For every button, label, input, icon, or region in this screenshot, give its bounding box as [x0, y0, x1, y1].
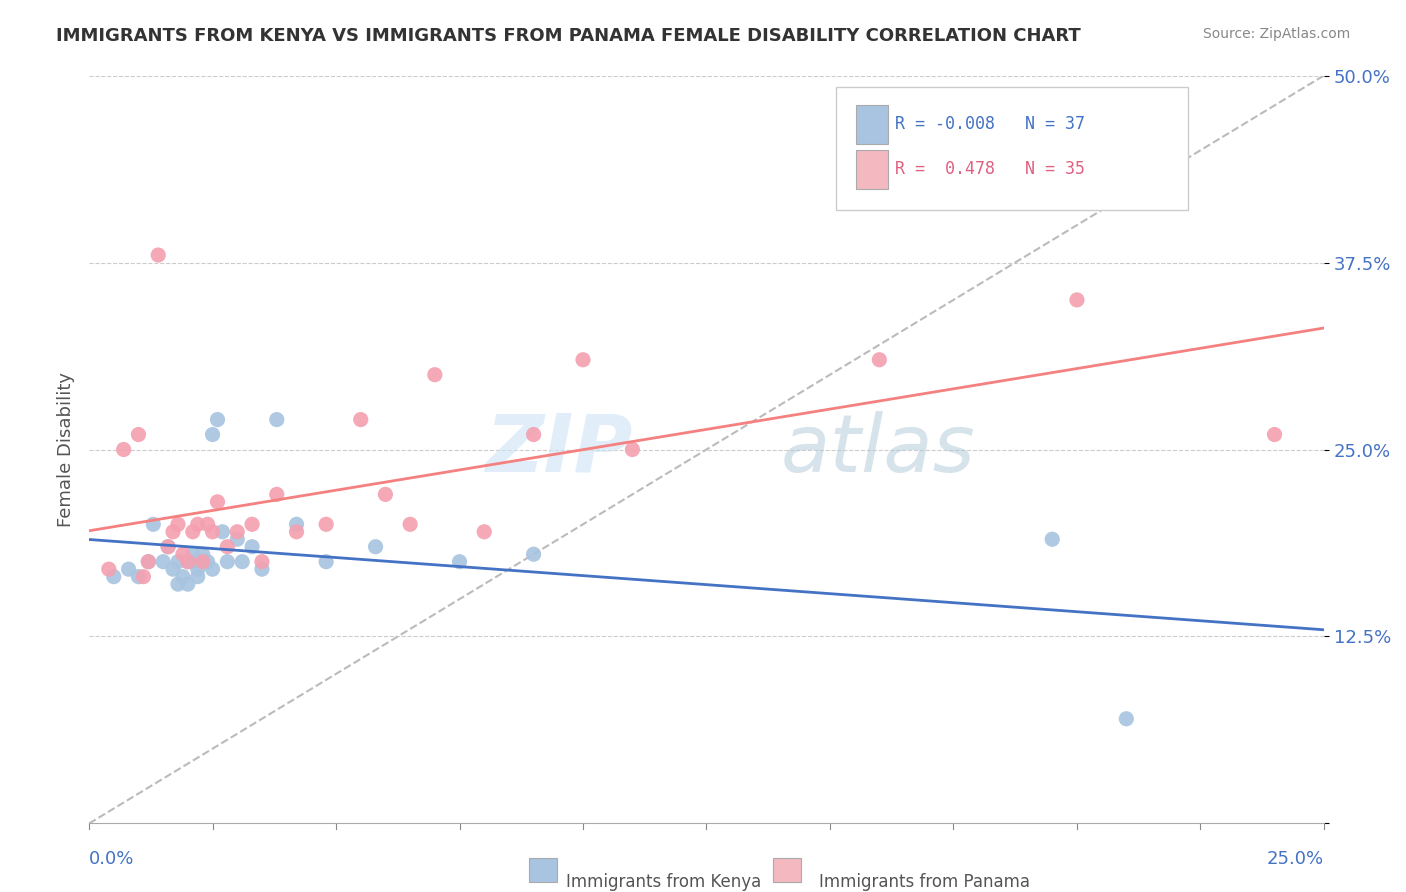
Text: R = -0.008   N = 37: R = -0.008 N = 37 — [896, 115, 1085, 133]
Point — [187, 569, 209, 583]
Point — [197, 517, 219, 532]
Y-axis label: Female Disability: Female Disability — [58, 372, 75, 527]
Point — [399, 517, 422, 532]
Point — [207, 412, 229, 426]
Point — [1040, 533, 1063, 547]
Text: IMMIGRANTS FROM KENYA VS IMMIGRANTS FROM PANAMA FEMALE DISABILITY CORRELATION CH: IMMIGRANTS FROM KENYA VS IMMIGRANTS FROM… — [56, 27, 1081, 45]
Point — [231, 555, 253, 569]
FancyBboxPatch shape — [837, 87, 1188, 211]
Point — [157, 540, 180, 554]
Point — [191, 547, 214, 561]
Point — [191, 555, 214, 569]
Point — [449, 555, 471, 569]
Point — [266, 487, 288, 501]
Point — [167, 517, 190, 532]
Point — [97, 562, 120, 576]
Point — [172, 569, 194, 583]
Point — [572, 352, 595, 367]
Point — [1066, 293, 1088, 307]
Point — [191, 555, 214, 569]
Point — [350, 412, 373, 426]
Point — [250, 562, 273, 576]
Point — [364, 540, 387, 554]
Point — [138, 555, 160, 569]
Point — [187, 562, 209, 576]
Text: 0.0%: 0.0% — [89, 850, 135, 868]
Point — [177, 577, 200, 591]
Text: ZIP: ZIP — [485, 410, 633, 489]
Point — [1263, 427, 1285, 442]
Point — [103, 569, 125, 583]
Point — [197, 555, 219, 569]
Point — [285, 524, 308, 539]
Point — [523, 427, 546, 442]
Point — [423, 368, 446, 382]
FancyBboxPatch shape — [856, 151, 889, 189]
Point — [211, 524, 233, 539]
Point — [181, 547, 204, 561]
Point — [217, 555, 239, 569]
Text: Immigrants from Kenya: Immigrants from Kenya — [565, 872, 761, 890]
Point — [127, 427, 149, 442]
Point — [240, 540, 263, 554]
Point — [181, 555, 204, 569]
Point — [142, 517, 165, 532]
Point — [266, 412, 288, 426]
Point — [201, 562, 224, 576]
Point — [167, 555, 190, 569]
Point — [285, 517, 308, 532]
Text: R =  0.478   N = 35: R = 0.478 N = 35 — [896, 160, 1085, 178]
Point — [152, 555, 174, 569]
Point — [315, 517, 337, 532]
Point — [315, 555, 337, 569]
Point — [177, 555, 200, 569]
FancyBboxPatch shape — [856, 105, 889, 145]
Point — [472, 524, 495, 539]
Text: Source: ZipAtlas.com: Source: ZipAtlas.com — [1202, 27, 1350, 41]
Point — [523, 547, 546, 561]
Point — [217, 540, 239, 554]
Point — [226, 524, 249, 539]
Point — [157, 540, 180, 554]
Point — [250, 555, 273, 569]
Text: Immigrants from Panama: Immigrants from Panama — [818, 872, 1031, 890]
Point — [162, 562, 184, 576]
Text: atlas: atlas — [780, 410, 976, 489]
Point — [127, 569, 149, 583]
Point — [112, 442, 135, 457]
Point — [868, 352, 890, 367]
Point — [207, 495, 229, 509]
Point — [132, 569, 155, 583]
Point — [621, 442, 644, 457]
Point — [138, 555, 160, 569]
Text: 25.0%: 25.0% — [1267, 850, 1324, 868]
Point — [177, 555, 200, 569]
Point — [172, 547, 194, 561]
Point — [240, 517, 263, 532]
Point — [374, 487, 396, 501]
Point — [1115, 712, 1137, 726]
Point — [167, 577, 190, 591]
Point — [148, 248, 170, 262]
Point — [181, 524, 204, 539]
Point — [226, 533, 249, 547]
Point — [187, 517, 209, 532]
Point — [201, 524, 224, 539]
Point — [162, 524, 184, 539]
Point — [201, 427, 224, 442]
Point — [117, 562, 139, 576]
